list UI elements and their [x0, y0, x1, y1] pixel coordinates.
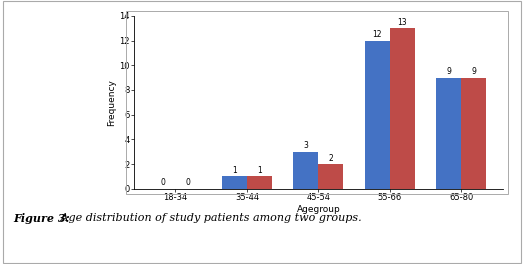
Text: 1: 1 [257, 166, 262, 175]
Text: Age distribution of study patients among two groups.: Age distribution of study patients among… [57, 213, 361, 223]
Bar [318, 164, 343, 189]
Text: Figure 3:: Figure 3: [13, 213, 70, 224]
Text: 0: 0 [160, 178, 166, 187]
Text: 0: 0 [185, 178, 190, 187]
X-axis label: Agegroup: Agegroup [297, 205, 340, 214]
Text: 2: 2 [329, 154, 333, 163]
Text: 9: 9 [446, 67, 451, 76]
Bar [390, 28, 415, 189]
Bar [436, 78, 461, 189]
Bar [247, 176, 272, 189]
Bar [461, 78, 486, 189]
Text: 12: 12 [373, 30, 382, 39]
Text: 9: 9 [471, 67, 476, 76]
Bar [293, 152, 318, 189]
Bar [222, 176, 247, 189]
Text: 1: 1 [232, 166, 237, 175]
Y-axis label: Frequency: Frequency [107, 79, 116, 126]
Text: 13: 13 [398, 18, 407, 27]
Text: 3: 3 [303, 141, 308, 150]
Bar [365, 41, 390, 189]
